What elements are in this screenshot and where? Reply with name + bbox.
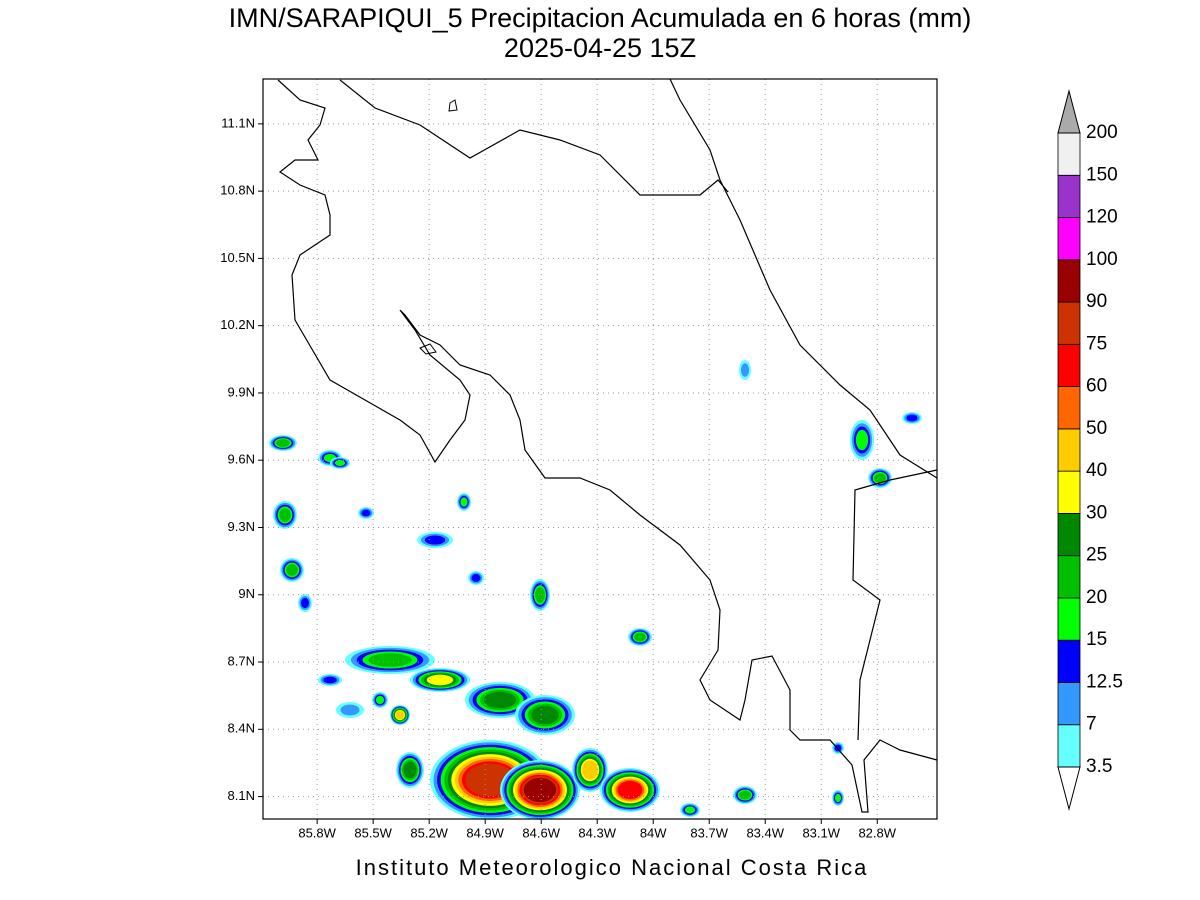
coastline	[339, 78, 938, 741]
colorbar-label: 7	[1086, 714, 1097, 735]
precip-cell	[276, 439, 290, 447]
grid	[263, 79, 937, 819]
colorbar: 3.5 7 12.5 15 20 25 30 40 50 60 75 90 100 120 150 200	[1057, 89, 1123, 811]
colorbar-label: 75	[1086, 333, 1107, 354]
colorbar-swatch	[1057, 597, 1081, 641]
colorbar-under	[1057, 766, 1081, 811]
colorbar-label: 12.5	[1086, 671, 1123, 692]
colorbar-label: 60	[1086, 376, 1107, 397]
colorbar-swatch	[1057, 428, 1081, 472]
colorbar-label: 3.5	[1086, 756, 1112, 777]
colorbar-swatch	[1057, 259, 1081, 303]
precip-cell	[523, 777, 557, 803]
precip-cell	[834, 793, 842, 803]
colorbar-swatch	[1057, 343, 1081, 388]
colorbar-label: 100	[1086, 249, 1118, 270]
precip-layer	[269, 360, 922, 820]
y-tick-label: 8.4N	[228, 721, 255, 736]
y-tick-label: 8.7N	[228, 653, 255, 668]
precip-cell	[855, 429, 869, 451]
map-subtitle: 2025-04-25 15Z	[504, 33, 696, 63]
y-tick-label: 9.9N	[228, 384, 255, 399]
precip-cell	[874, 473, 886, 483]
y-tick-label: 9.6N	[228, 452, 255, 467]
colorbar-label: 90	[1086, 291, 1107, 312]
y-tick-label: 8.1N	[228, 788, 255, 803]
map-title: IMN/SARAPIQUI_5 Precipitacion Acumulada …	[229, 3, 972, 33]
x-tick-label: 84.9W	[466, 825, 504, 840]
precip-cell	[279, 508, 291, 522]
colorbar-swatch	[1057, 174, 1081, 218]
colorbar-swatch	[1057, 639, 1081, 683]
x-tick-label: 85.2W	[410, 825, 448, 840]
y-tick-label: 10.8N	[220, 183, 255, 198]
precip-cell	[739, 790, 751, 800]
x-tick-label: 82.8W	[858, 825, 896, 840]
colorbar-swatch	[1057, 132, 1081, 176]
colorbar-label: 25	[1086, 545, 1107, 566]
colorbar-swatch	[1057, 301, 1081, 345]
x-tick-label: 84.3W	[578, 825, 616, 840]
precip-cell	[340, 704, 360, 716]
precip-cell	[403, 761, 417, 779]
y-tick-label: 9.3N	[228, 519, 255, 534]
precip-cell	[368, 653, 412, 667]
colorbar-swatch	[1057, 724, 1081, 768]
precip-cell	[334, 459, 346, 467]
precip-cell	[906, 414, 918, 422]
credit: Instituto Meteorologico Nacional Costa R…	[356, 855, 869, 880]
y-tick-label: 11.1N	[221, 115, 255, 130]
precip-cell	[582, 760, 598, 780]
precip-cell	[460, 497, 468, 507]
precip-cell	[395, 710, 405, 720]
colorbar-label: 20	[1086, 587, 1107, 608]
precip-cell	[375, 695, 385, 705]
precip-cell	[426, 674, 454, 686]
precip-cell	[684, 806, 696, 814]
colorbar-swatch	[1057, 470, 1081, 514]
precip-cell	[471, 574, 481, 582]
y-tick-label: 10.5N	[220, 250, 255, 265]
precip-cell	[483, 691, 517, 709]
precip-cell	[617, 780, 643, 800]
x-tick-label: 84.6W	[522, 825, 560, 840]
x-tick-label: 85.5W	[354, 825, 392, 840]
colorbar-label: 200	[1086, 122, 1118, 143]
colorbar-swatch	[1057, 513, 1081, 557]
colorbar-swatch	[1057, 682, 1081, 726]
map-frame	[262, 78, 938, 820]
precip-cell	[424, 535, 446, 545]
precip-cell	[535, 587, 545, 603]
x-tick-label: 83.7W	[690, 825, 728, 840]
colorbar-swatch	[1057, 555, 1081, 599]
island	[419, 99, 458, 355]
colorbar-label: 120	[1086, 207, 1118, 228]
colorbar-swatch	[1057, 217, 1081, 261]
coastline	[277, 79, 938, 813]
y-tick-label: 10.2N	[220, 317, 255, 332]
precip-cell	[740, 363, 750, 377]
precip-cell	[634, 632, 646, 642]
x-tick-label: 83.1W	[802, 825, 840, 840]
colorbar-label: 30	[1086, 502, 1107, 523]
axes: 85.8W 85.5W 85.2W 84.9W 84.6W 84.3W 84W 83.7W 83…	[220, 115, 896, 840]
precip-cell	[361, 509, 371, 517]
precip-cell	[301, 597, 309, 609]
precip-cell	[286, 564, 298, 576]
y-tick-label: 9N	[238, 586, 255, 601]
precip-cell	[323, 676, 337, 684]
x-tick-label: 84W	[640, 825, 667, 840]
colorbar-swatch	[1057, 386, 1081, 430]
colorbar-label: 150	[1086, 164, 1118, 185]
x-tick-label: 83.4W	[746, 825, 784, 840]
x-tick-label: 85.8W	[298, 825, 336, 840]
colorbar-label: 40	[1086, 460, 1107, 481]
precip-cell	[531, 705, 559, 725]
colorbar-label: 50	[1086, 418, 1107, 439]
colorbar-label: 15	[1086, 629, 1107, 650]
colorbar-over	[1057, 89, 1081, 134]
